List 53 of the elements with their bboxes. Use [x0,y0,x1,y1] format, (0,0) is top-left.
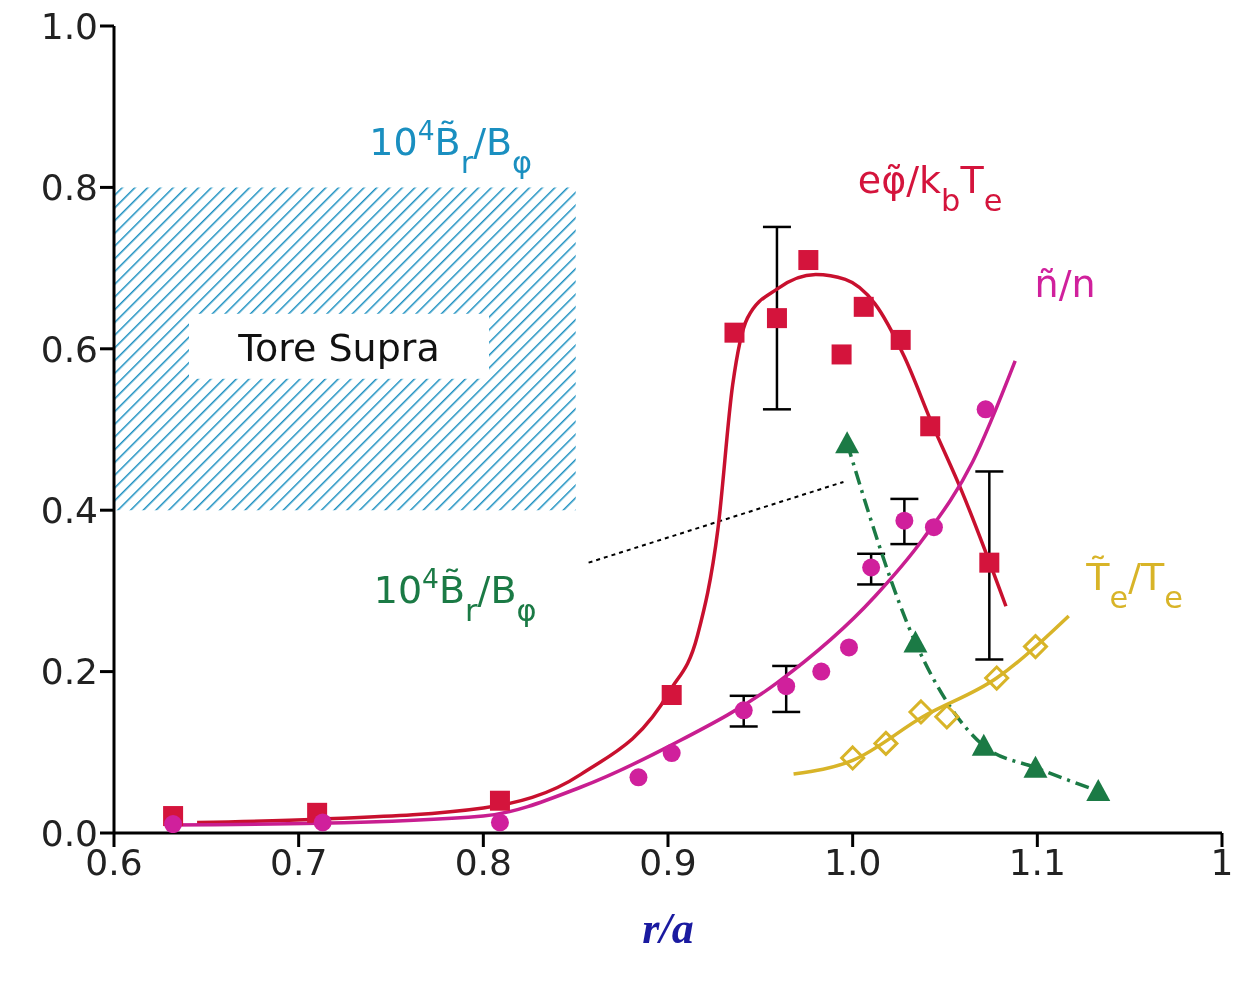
point [976,400,995,419]
point [920,416,941,437]
point [839,638,858,657]
point [835,431,860,454]
point [984,665,1010,691]
point [840,745,866,771]
text: 10$^{4}$B̃$_{r}$/B$_{φ}$ [373,562,537,628]
band-label: 10$^{4}$B̃$_{r}$/B$_{φ}$ [369,114,533,180]
series-label: eφ̃/k$_{b}$T$_{e}$ [857,158,1003,218]
x-tick-label: 1.0 [824,841,882,883]
point [734,701,753,720]
point [934,704,960,730]
point [798,250,819,271]
point [777,677,796,696]
point [903,630,928,653]
series-label: T̃$_{e}$/T$_{e}$ [1085,554,1183,615]
point [490,813,509,832]
point [895,511,914,530]
x-axis-title: r/a [642,904,694,953]
point [724,322,745,343]
point [313,813,332,832]
x-tick-label: 1.1 [1008,841,1066,883]
point [766,308,787,329]
point [629,768,648,787]
text: ñ/n [1034,262,1096,307]
x-tick-label: 0.7 [270,841,328,883]
point [862,558,881,577]
point [661,685,682,705]
point [908,699,934,725]
point [831,344,852,365]
y-tick-label: 0.4 [40,489,98,531]
point [873,730,899,756]
line-series [791,614,1071,776]
point [489,790,510,811]
point [924,518,943,537]
point [1022,634,1048,660]
point [662,744,681,763]
x-tick-label: 0.8 [454,841,512,883]
point [890,329,911,350]
annotation: Tore Supra [237,325,440,370]
y-tick-label: 0.6 [40,328,98,370]
y-tick-label: 0.8 [40,167,98,209]
y-tick-label: 0.2 [40,651,98,693]
point [164,815,183,833]
point [812,662,831,681]
point [1023,755,1048,778]
y-tick-label: 1.0 [40,5,98,47]
point [853,296,874,317]
x-tick-label: 1 [1210,841,1234,883]
point [979,552,1000,573]
x-tick-label: 0.9 [639,841,697,883]
point [971,733,996,756]
point [1086,779,1111,802]
